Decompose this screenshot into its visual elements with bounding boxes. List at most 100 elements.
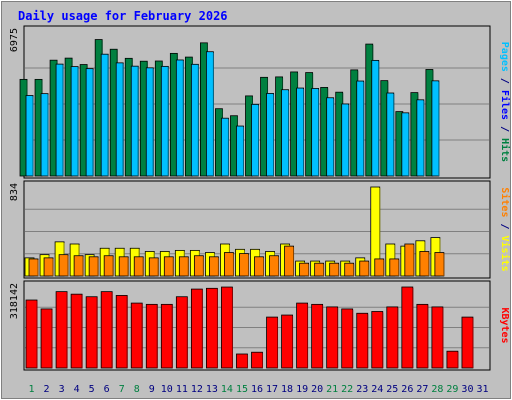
bar-pages-day-22	[341, 103, 350, 177]
panel-3: 318142 KBytes	[9, 280, 510, 371]
legend-part: /	[499, 217, 510, 235]
bar-kbytes-day-23	[356, 312, 369, 369]
legend: KBytes	[499, 307, 510, 343]
day-label: 15	[236, 384, 248, 395]
bar-sites-day-16	[254, 256, 264, 277]
panels-layer: 6975 Pages / Files / Hits 834 Sites / Visit…	[9, 25, 511, 371]
bar-kbytes-day-9	[145, 303, 158, 369]
bar-sites-day-26	[404, 243, 415, 277]
bar-kbytes-day-10	[160, 303, 173, 369]
bar-pages-day-25	[386, 92, 395, 177]
bar-sites-day-1	[28, 258, 39, 277]
y-max-label: 6975	[9, 28, 20, 52]
bar-kbytes-day-17	[266, 316, 278, 369]
day-label: 6	[104, 384, 110, 395]
day-label: 7	[119, 384, 125, 395]
bar-pages-day-23	[356, 80, 365, 177]
bar-pages-day-11	[175, 59, 184, 177]
bar-kbytes-day-20	[311, 303, 324, 369]
day-label: 12	[191, 384, 203, 395]
day-label: 26	[401, 384, 413, 395]
panel-2: 834 Sites / Visits	[9, 180, 511, 279]
day-label: 29	[446, 384, 458, 395]
day-label: 11	[176, 384, 188, 395]
bar-kbytes-day-7	[115, 295, 128, 369]
bar-sites-day-15	[239, 253, 249, 277]
bar-pages-day-3	[55, 63, 64, 177]
legend-part: Hits	[499, 138, 511, 162]
bar-kbytes-day-5	[85, 296, 98, 369]
day-label: 19	[296, 384, 308, 395]
bar-sites-day-7	[118, 256, 129, 277]
bar-kbytes-day-12	[190, 288, 203, 369]
legend: Pages / Files / Hits	[499, 42, 511, 162]
bar-kbytes-day-29	[446, 350, 459, 369]
day-label: 22	[341, 384, 353, 395]
bar-kbytes-day-1	[25, 299, 38, 369]
bar-kbytes-day-2	[40, 308, 53, 369]
bar-kbytes-day-13	[206, 287, 218, 369]
bar-sites-day-25	[389, 258, 400, 277]
bar-kbytes-day-28	[431, 306, 444, 369]
day-label: 27	[416, 384, 428, 395]
day-label: 20	[311, 384, 323, 395]
panel-1: 6975 Pages / Files / Hits	[9, 25, 511, 179]
bar-kbytes-day-24	[371, 311, 384, 369]
bar-sites-day-11	[178, 256, 189, 277]
bar-pages-day-28	[431, 80, 440, 177]
bar-pages-day-18	[281, 89, 289, 177]
bar-pages-day-8	[130, 65, 139, 177]
day-label: 3	[59, 384, 65, 395]
day-label: 21	[326, 384, 338, 395]
y-max-label: 834	[9, 183, 20, 201]
day-label: 25	[386, 384, 398, 395]
bar-kbytes-day-27	[416, 303, 429, 369]
day-label: 23	[356, 384, 368, 395]
bar-pages-day-19	[296, 87, 304, 177]
bar-kbytes-day-3	[55, 291, 68, 369]
bar-sites-day-14	[224, 252, 234, 277]
day-label: 5	[89, 384, 95, 395]
legend-part: Visits	[499, 236, 511, 272]
bar-sites-day-5	[88, 256, 99, 277]
day-axis-labels: 1 2 3 4 5 6 7 8 9 10 11 12 13 14 15 16 17 18 19 20 21 22 23 24 2…	[29, 384, 489, 395]
bar-sites-day-9	[148, 257, 159, 277]
bar-kbytes-day-16	[251, 351, 263, 369]
day-label: 30	[461, 384, 473, 395]
legend: Sites / Visits	[499, 187, 511, 271]
y-max-label: 318142	[9, 283, 20, 319]
bar-kbytes-day-25	[386, 306, 399, 369]
bar-pages-day-12	[190, 63, 199, 177]
bar-kbytes-day-6	[100, 291, 113, 369]
bar-pages-day-20	[311, 88, 320, 177]
bar-pages-day-6	[100, 53, 109, 177]
day-label: 18	[281, 384, 293, 395]
bar-sites-day-19	[299, 262, 309, 277]
chart-title: Daily usage for February 2026	[18, 9, 228, 23]
bar-pages-day-1	[25, 95, 34, 177]
bar-sites-day-12	[193, 255, 204, 277]
bar-kbytes-day-4	[70, 293, 83, 369]
day-label: 31	[476, 384, 488, 395]
legend-part: /	[499, 72, 510, 90]
bar-sites-day-6	[103, 255, 114, 277]
legend-part: Files	[499, 90, 511, 120]
legend-part: /	[499, 120, 510, 138]
bar-sites-day-22	[344, 262, 355, 277]
bar-sites-day-20	[314, 262, 325, 277]
bar-sites-day-28	[434, 252, 445, 277]
bar-kbytes-day-18	[281, 314, 293, 369]
bar-pages-day-15	[236, 125, 244, 177]
day-label: 1	[29, 384, 35, 395]
day-label: 9	[149, 384, 155, 395]
bar-pages-day-21	[326, 97, 335, 177]
bar-kbytes-day-22	[341, 308, 354, 369]
bar-sites-day-17	[269, 255, 279, 277]
bar-pages-day-24	[371, 59, 380, 177]
bar-sites-day-23	[359, 260, 370, 277]
bar-sites-day-18	[284, 245, 294, 277]
bar-sites-day-4	[73, 255, 84, 277]
bar-pages-day-9	[145, 67, 154, 177]
